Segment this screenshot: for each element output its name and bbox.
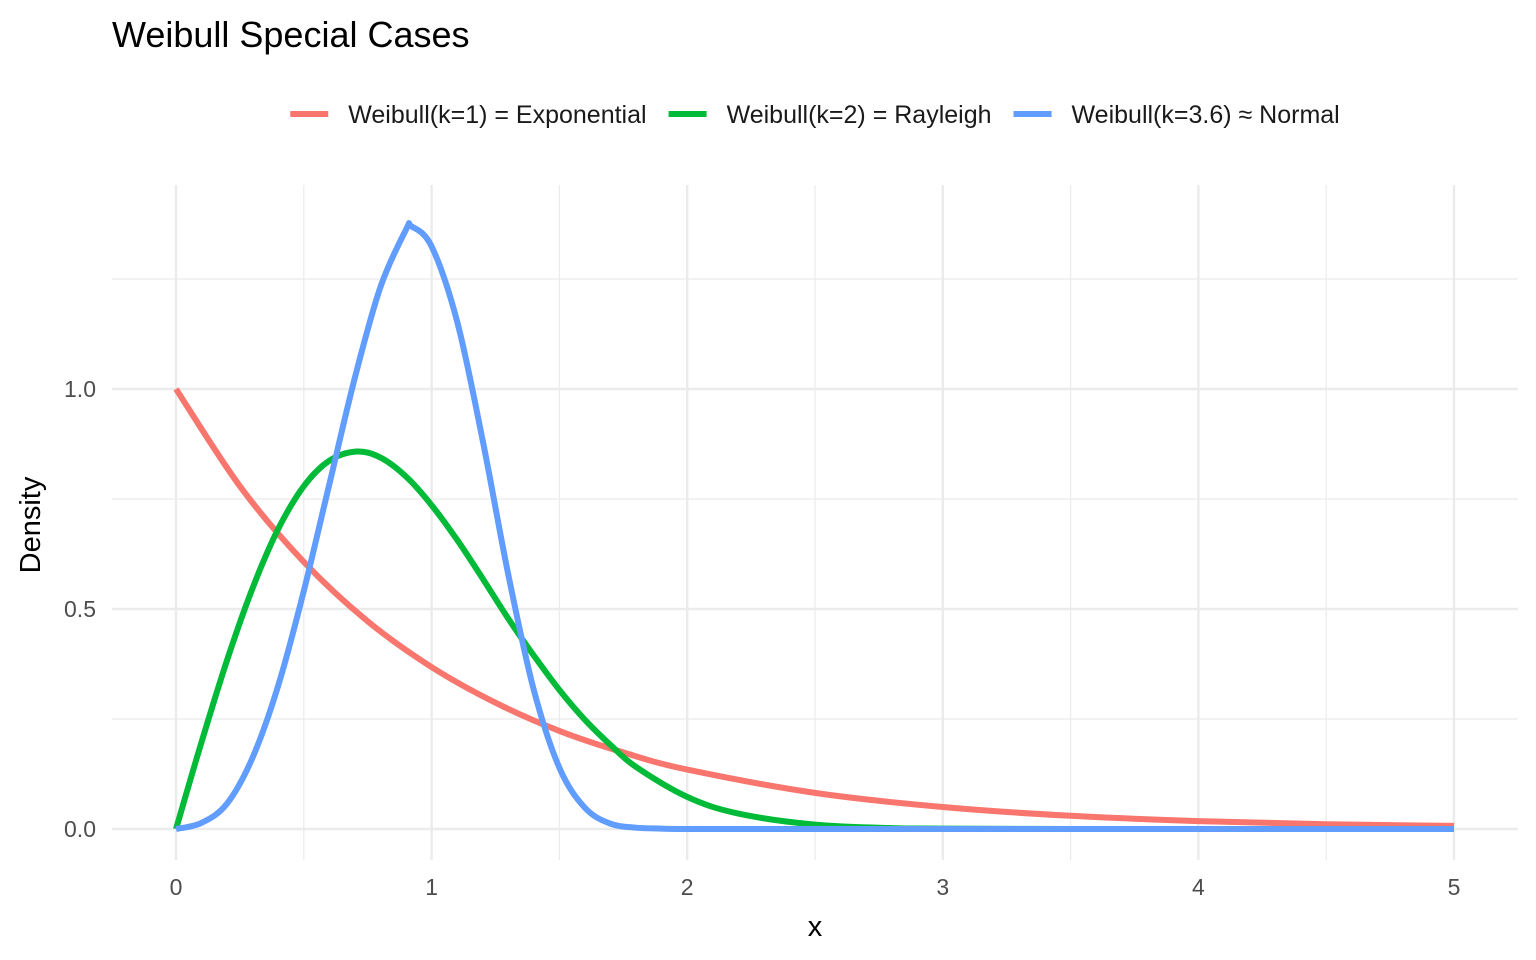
x-axis-ticks: 0 1 2 3 4 5: [170, 874, 1461, 900]
x-tick-label: 5: [1448, 874, 1461, 900]
x-tick-label: 1: [425, 874, 438, 900]
series-line-exponential: [173, 387, 1455, 829]
y-axis-title: Density: [15, 476, 47, 573]
series-layer: [173, 220, 1455, 833]
x-tick-label: 3: [936, 874, 949, 900]
legend-label: Weibull(k=2) = Rayleigh: [727, 101, 992, 129]
legend-label: Weibull(k=1) = Exponential: [348, 101, 646, 129]
y-tick-label: 0.0: [64, 816, 96, 842]
series-line-normal: [175, 220, 1454, 833]
x-tick-label: 0: [170, 874, 183, 900]
legend-label: Weibull(k=3.6) ≈ Normal: [1072, 101, 1340, 129]
chart-title: Weibull Special Cases: [112, 14, 470, 55]
x-tick-label: 4: [1192, 874, 1205, 900]
x-axis-title: x: [808, 911, 823, 943]
y-tick-label: 0.5: [64, 596, 96, 622]
y-axis-ticks: 0.0 0.5 1.0: [64, 376, 96, 842]
y-tick-label: 1.0: [64, 376, 96, 402]
legend: Weibull(k=1) = Exponential Weibull(k=2) =…: [290, 101, 1340, 129]
plot-panel: [112, 185, 1518, 860]
x-tick-label: 2: [681, 874, 694, 900]
